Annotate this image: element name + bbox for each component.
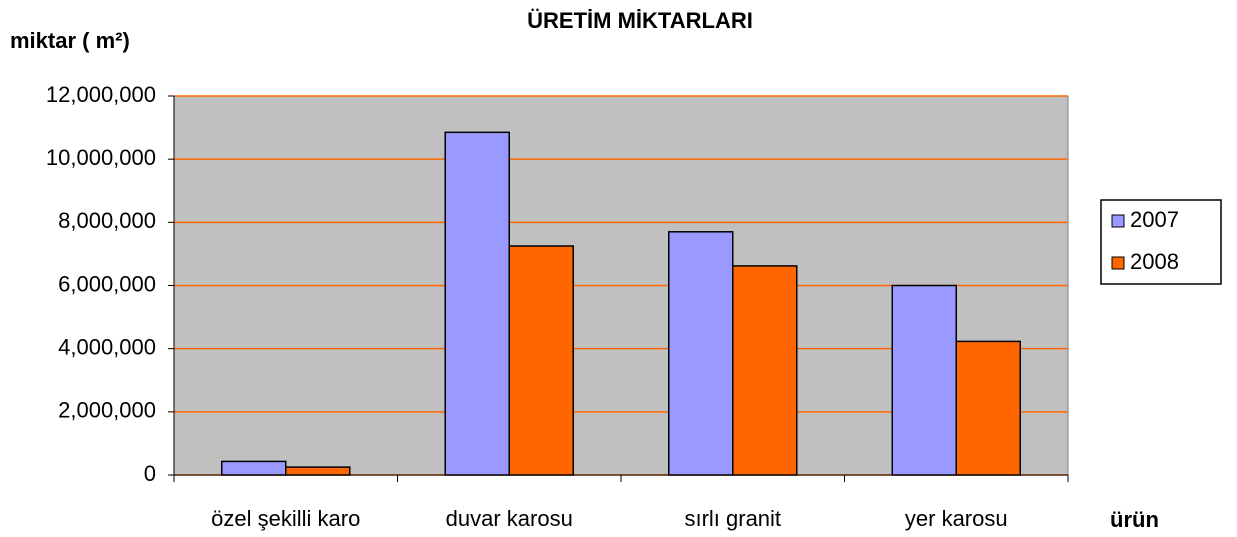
bar xyxy=(444,131,510,476)
y-tick-label: 4,000,000 xyxy=(58,334,156,359)
y-tick-label: 10,000,000 xyxy=(46,145,156,170)
y-tick-label: 2,000,000 xyxy=(58,398,156,423)
y-tick-label: 12,000,000 xyxy=(46,82,156,107)
bar xyxy=(891,284,957,476)
bar xyxy=(221,460,287,476)
legend-label: 2008 xyxy=(1130,249,1179,274)
y-tick-label: 0 xyxy=(144,461,156,486)
x-tick-label: sırlı granit xyxy=(684,506,781,531)
legend-label: 2007 xyxy=(1130,207,1179,232)
y-tick-label: 6,000,000 xyxy=(58,271,156,296)
x-tick-label: yer karosu xyxy=(905,506,1008,531)
y-axis-label: miktar ( m²) xyxy=(10,28,130,53)
bar xyxy=(668,231,734,476)
legend-swatch xyxy=(1111,214,1125,228)
bar xyxy=(732,265,798,476)
bar xyxy=(955,340,1021,476)
x-tick-label: duvar karosu xyxy=(446,506,573,531)
bar xyxy=(508,245,574,476)
y-tick-label: 8,000,000 xyxy=(58,208,156,233)
legend-box xyxy=(1100,199,1222,285)
chart-title: ÜRETİM MİKTARLARI xyxy=(527,8,753,33)
bar xyxy=(285,466,351,476)
x-tick-label: özel şekilli karo xyxy=(211,506,360,531)
legend-swatch xyxy=(1111,256,1125,270)
x-axis-label: ürün xyxy=(1110,507,1159,532)
